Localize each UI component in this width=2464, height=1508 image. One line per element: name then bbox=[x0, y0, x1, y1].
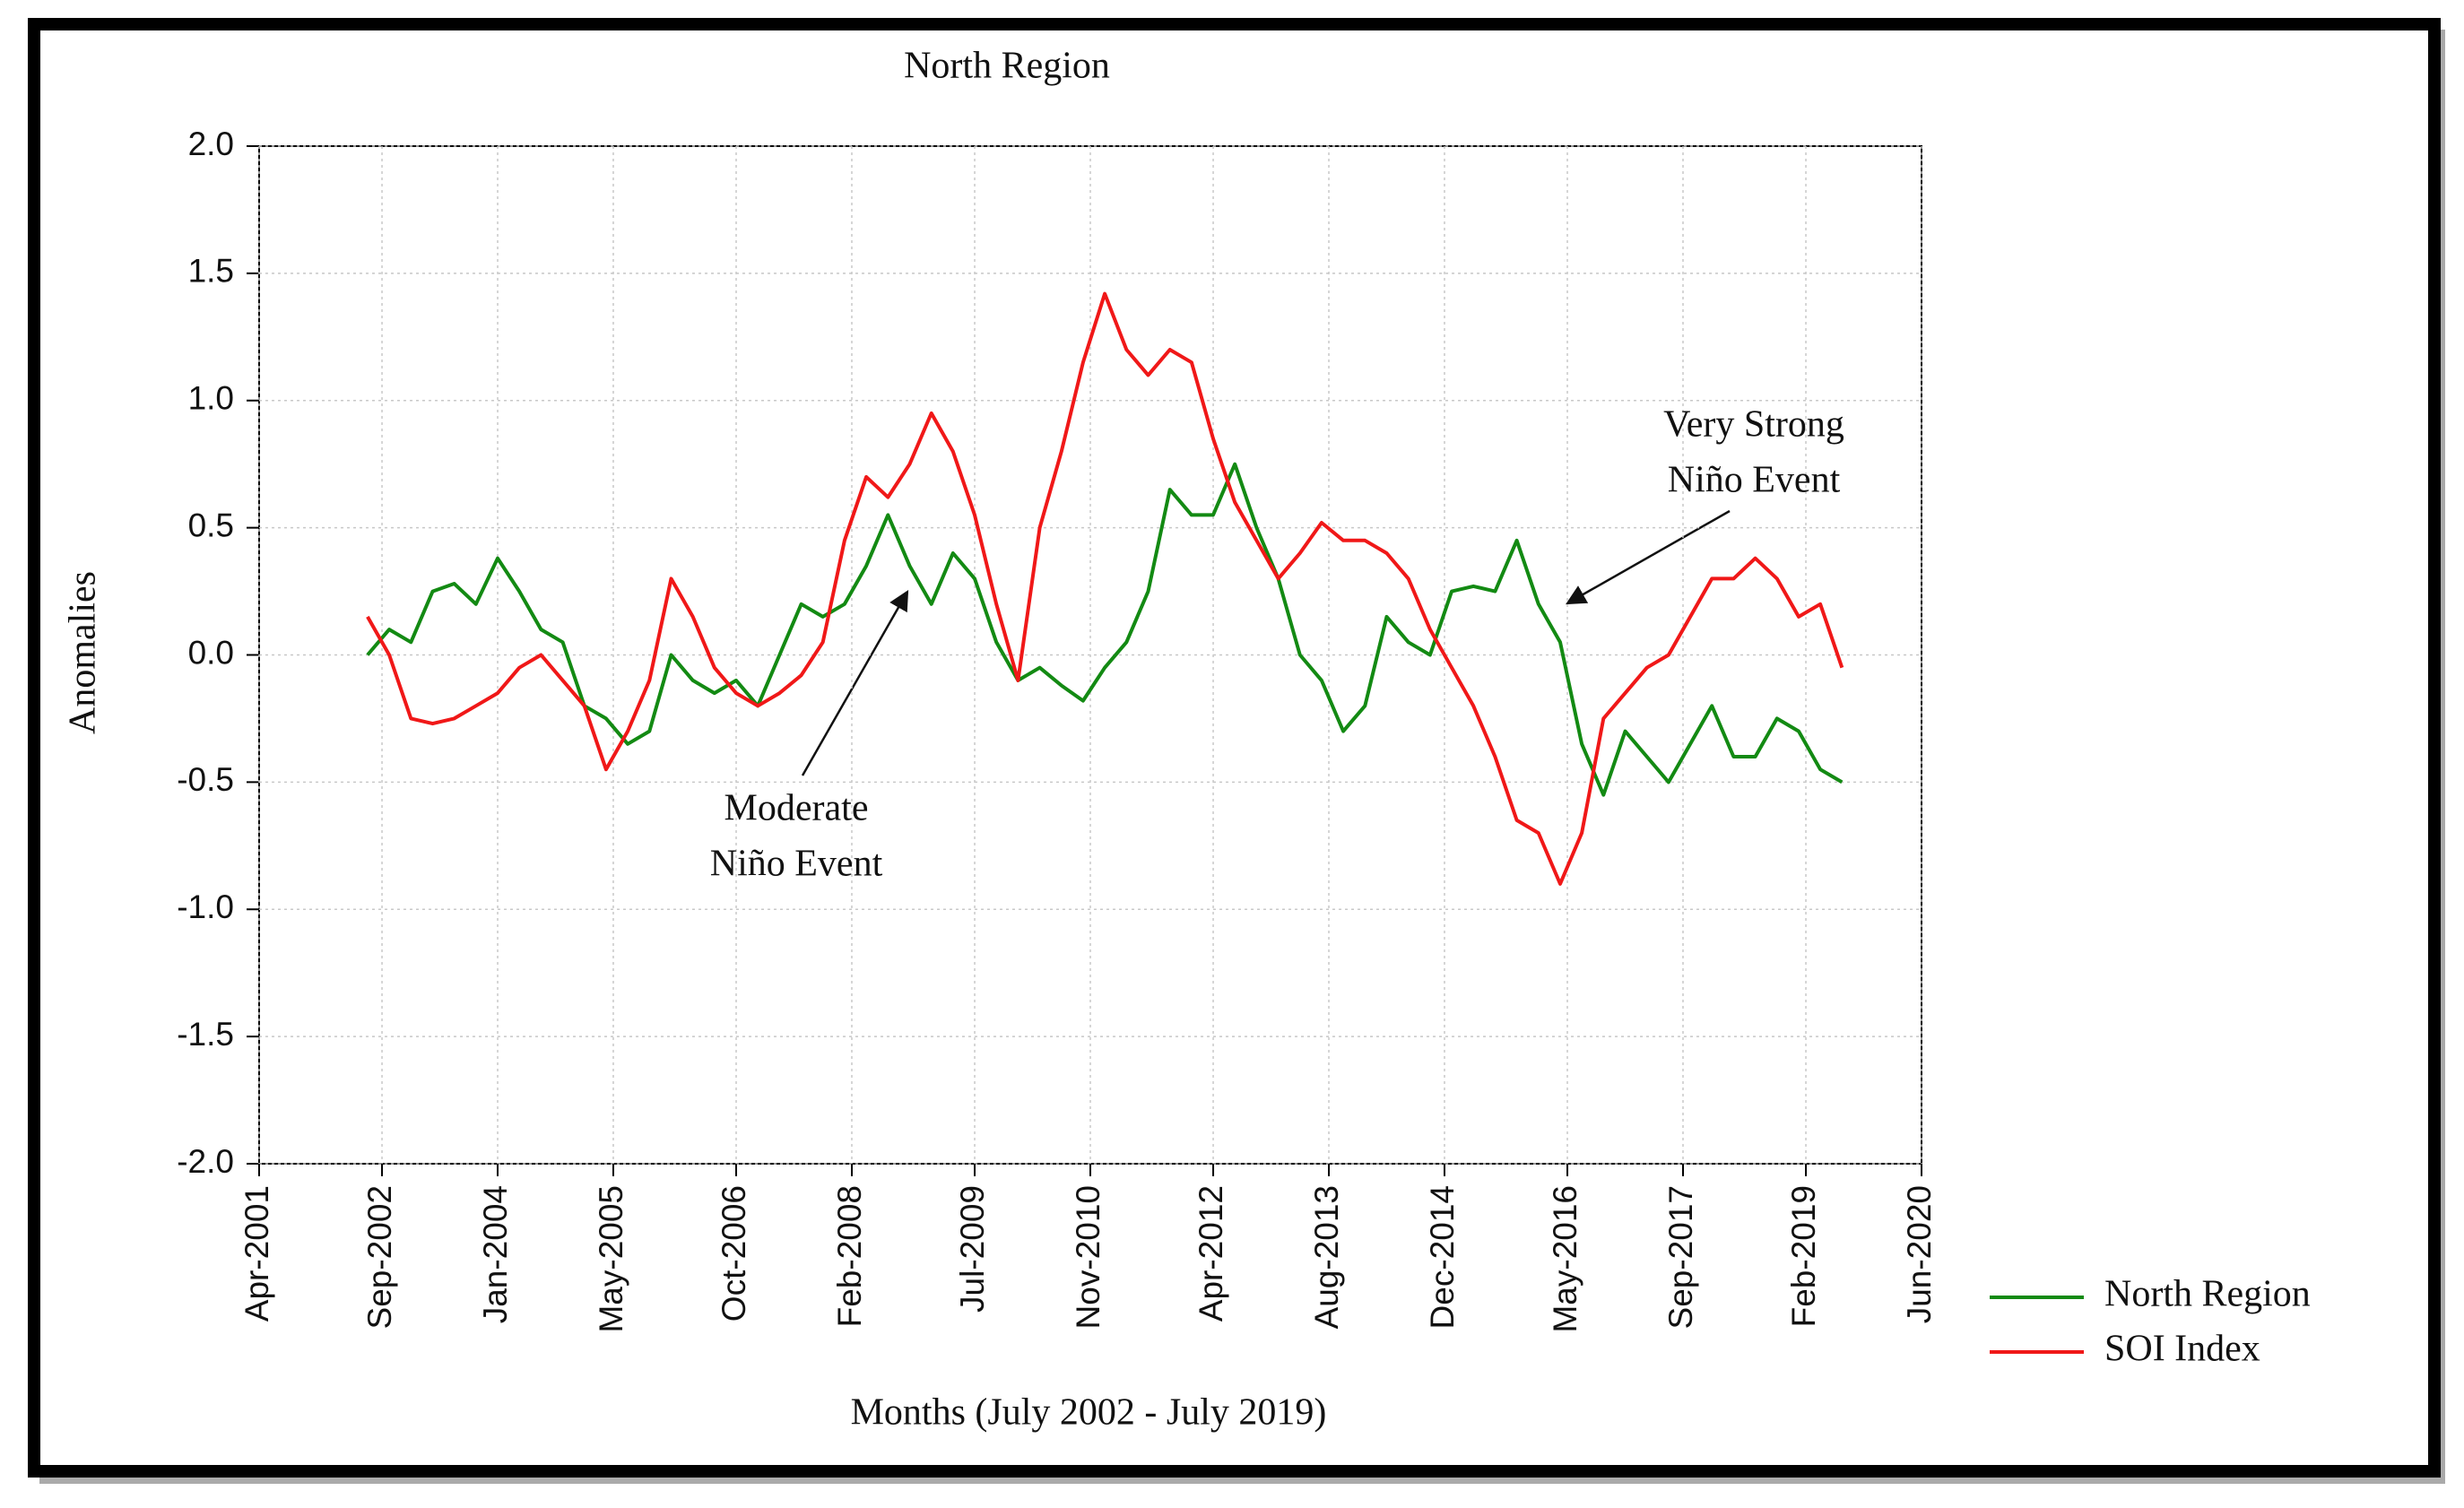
x-tick-label: Feb-2019 bbox=[1785, 1185, 1822, 1327]
legend-label: SOI Index bbox=[2104, 1329, 2260, 1370]
x-tick-label: Apr-2012 bbox=[1193, 1185, 1229, 1322]
frame bbox=[28, 18, 2441, 1478]
x-tick-label: Feb-2008 bbox=[831, 1185, 868, 1327]
x-tick-label: May-2005 bbox=[593, 1185, 629, 1333]
y-axis-label: Anomalies bbox=[63, 571, 104, 734]
x-tick-label: May-2016 bbox=[1547, 1185, 1583, 1333]
y-tick-label: 1.0 bbox=[188, 380, 234, 417]
y-tick-label: 2.0 bbox=[188, 126, 234, 162]
legend-label: North Region bbox=[2104, 1274, 2311, 1315]
annotation-arrow bbox=[801, 590, 909, 776]
x-tick-label: Sep-2017 bbox=[1662, 1185, 1699, 1329]
chart-title: North Region bbox=[904, 46, 1110, 87]
annotation-arrow bbox=[1566, 509, 1731, 605]
annotation: Niño Event bbox=[1668, 460, 1841, 501]
y-tick-label: -2.0 bbox=[177, 1143, 234, 1180]
x-tick-label: Nov-2010 bbox=[1070, 1185, 1106, 1329]
x-tick-label: Jan-2004 bbox=[477, 1185, 514, 1323]
y-tick-label: 0.0 bbox=[188, 634, 234, 671]
y-tick-label: 1.5 bbox=[188, 253, 234, 290]
annotation: Moderate bbox=[724, 788, 869, 829]
y-tick-label: -0.5 bbox=[177, 761, 234, 798]
x-tick-label: Oct-2006 bbox=[716, 1185, 752, 1322]
x-tick-label: Aug-2013 bbox=[1308, 1185, 1345, 1329]
annotation: Niño Event bbox=[710, 844, 883, 885]
annotation: Very Strong bbox=[1663, 404, 1844, 446]
y-tick-label: -1.5 bbox=[177, 1016, 234, 1053]
series-line bbox=[366, 291, 1844, 886]
y-tick-label: -1.0 bbox=[177, 888, 234, 925]
x-tick-label: Dec-2014 bbox=[1424, 1185, 1461, 1329]
x-axis-label: Months (July 2002 - July 2019) bbox=[851, 1392, 1327, 1434]
x-tick-label: Apr-2001 bbox=[239, 1185, 275, 1322]
series-line bbox=[366, 462, 1844, 797]
x-tick-label: Jul-2009 bbox=[954, 1185, 991, 1313]
x-tick-label: Sep-2002 bbox=[361, 1185, 398, 1329]
x-tick-label: Jun-2020 bbox=[1901, 1185, 1938, 1323]
y-tick-label: 0.5 bbox=[188, 507, 234, 543]
